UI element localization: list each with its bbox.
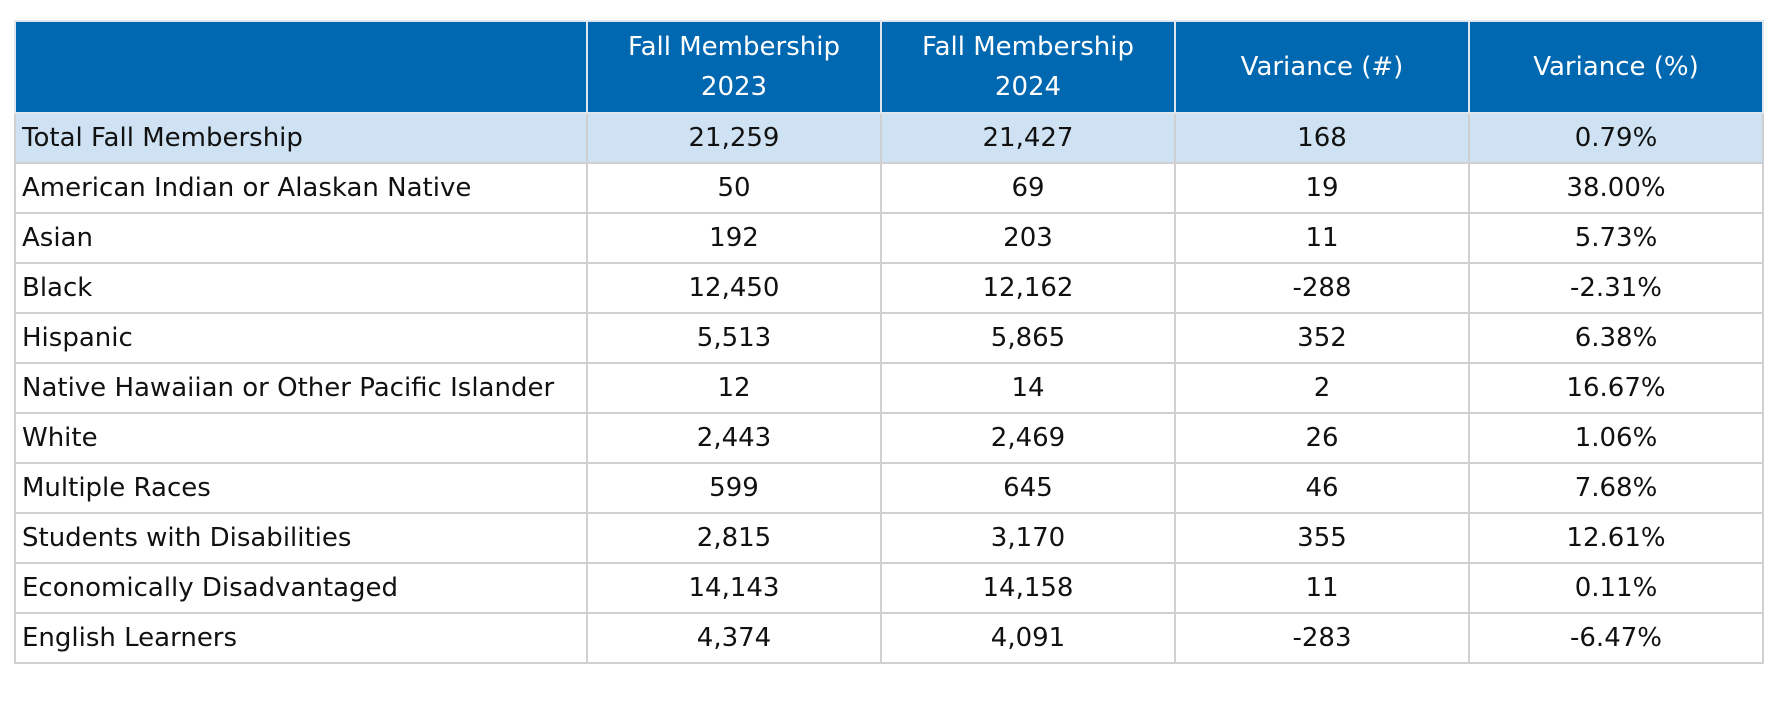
cell: 0.11%	[1468, 562, 1764, 614]
cell: 0.79%	[1468, 112, 1764, 164]
table-row: Total Fall Membership 21,259 21,427 168 0.79…	[14, 112, 1764, 164]
cell: 14	[880, 362, 1176, 414]
row-label: Students with Disabilities	[14, 512, 588, 564]
table-row: English Learners 4,374 4,091 -283 -6.47%	[14, 612, 1764, 664]
row-label: Asian	[14, 212, 588, 264]
header-cell: Variance (%)	[1468, 20, 1764, 114]
cell: 12.61%	[1468, 512, 1764, 564]
cell: 2	[1174, 362, 1470, 414]
cell: 599	[586, 462, 882, 514]
cell: 352	[1174, 312, 1470, 364]
cell: -6.47%	[1468, 612, 1764, 664]
cell: 14,143	[586, 562, 882, 614]
table-row: White 2,443 2,469 26 1.06%	[14, 412, 1764, 464]
cell: 38.00%	[1468, 162, 1764, 214]
table-row: Students with Disabilities 2,815 3,170 355 1…	[14, 512, 1764, 564]
cell: -2.31%	[1468, 262, 1764, 314]
table-row: Native Hawaiian or Other Pacific Islande…	[14, 362, 1764, 414]
row-label: American Indian or Alaskan Native	[14, 162, 588, 214]
cell: 2,815	[586, 512, 882, 564]
cell: 50	[586, 162, 882, 214]
row-label: Black	[14, 262, 588, 314]
cell: 3,170	[880, 512, 1176, 564]
cell: 2,443	[586, 412, 882, 464]
row-label: White	[14, 412, 588, 464]
header-row: Fall Membership 2023 Fall Membership 2024…	[14, 20, 1764, 114]
cell: 203	[880, 212, 1176, 264]
table-row: Black 12,450 12,162 -288 -2.31%	[14, 262, 1764, 314]
table-row: American Indian or Alaskan Native 50 69 19 3…	[14, 162, 1764, 214]
cell: 645	[880, 462, 1176, 514]
row-label: Multiple Races	[14, 462, 588, 514]
header-cell: Fall Membership 2024	[880, 20, 1176, 114]
cell: 12,162	[880, 262, 1176, 314]
cell: 12,450	[586, 262, 882, 314]
cell: 5,513	[586, 312, 882, 364]
cell: 21,427	[880, 112, 1176, 164]
cell: 12	[586, 362, 882, 414]
cell: 14,158	[880, 562, 1176, 614]
cell: 5.73%	[1468, 212, 1764, 264]
cell: 192	[586, 212, 882, 264]
header-cell: Variance (#)	[1174, 20, 1470, 114]
row-label: Native Hawaiian or Other Pacific Islande…	[14, 362, 588, 414]
membership-table: Fall Membership 2023 Fall Membership 2024…	[14, 20, 1764, 664]
cell: 168	[1174, 112, 1470, 164]
cell: 2,469	[880, 412, 1176, 464]
row-label: Hispanic	[14, 312, 588, 364]
cell: 7.68%	[1468, 462, 1764, 514]
table-row: Economically Disadvantaged 14,143 14,158 11…	[14, 562, 1764, 614]
header-cell	[14, 20, 588, 114]
cell: 21,259	[586, 112, 882, 164]
cell: 69	[880, 162, 1176, 214]
cell: 11	[1174, 212, 1470, 264]
cell: 5,865	[880, 312, 1176, 364]
row-label: Total Fall Membership	[14, 112, 588, 164]
table-row: Hispanic 5,513 5,865 352 6.38%	[14, 312, 1764, 364]
cell: -283	[1174, 612, 1470, 664]
table-row: Asian 192 203 11 5.73%	[14, 212, 1764, 264]
header-cell: Fall Membership 2023	[586, 20, 882, 114]
cell: 16.67%	[1468, 362, 1764, 414]
cell: 4,091	[880, 612, 1176, 664]
cell: -288	[1174, 262, 1470, 314]
table-header: Fall Membership 2023 Fall Membership 2024…	[14, 20, 1764, 114]
cell: 26	[1174, 412, 1470, 464]
cell: 1.06%	[1468, 412, 1764, 464]
table-body: Total Fall Membership 21,259 21,427 168 0.79…	[14, 112, 1764, 664]
cell: 4,374	[586, 612, 882, 664]
cell: 11	[1174, 562, 1470, 614]
cell: 46	[1174, 462, 1470, 514]
cell: 6.38%	[1468, 312, 1764, 364]
row-label: English Learners	[14, 612, 588, 664]
cell: 355	[1174, 512, 1470, 564]
row-label: Economically Disadvantaged	[14, 562, 588, 614]
cell: 19	[1174, 162, 1470, 214]
table-row: Multiple Races 599 645 46 7.68%	[14, 462, 1764, 514]
